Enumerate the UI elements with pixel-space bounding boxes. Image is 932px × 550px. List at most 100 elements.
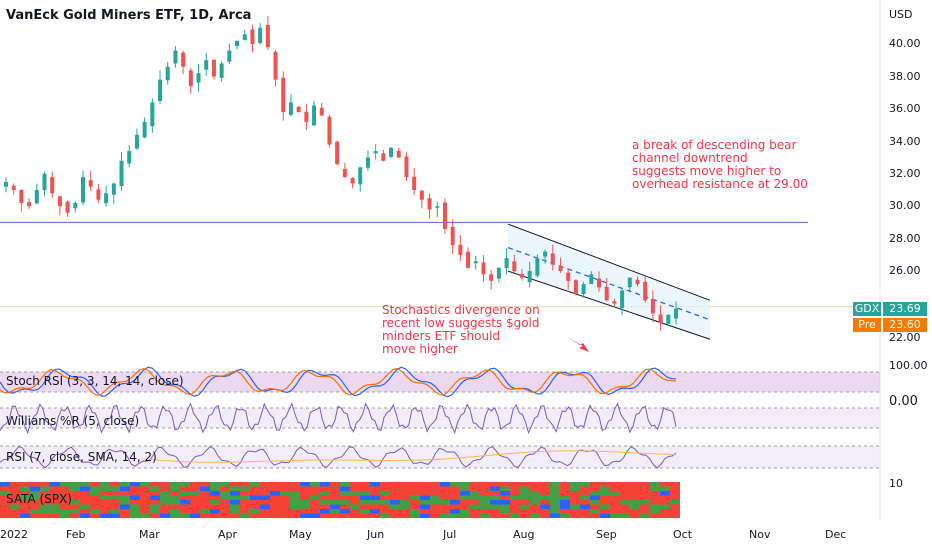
candle-body — [658, 314, 663, 324]
sata-cell — [110, 509, 120, 514]
sata-cell — [350, 500, 360, 505]
sata-cell — [410, 495, 420, 500]
rsi-label[interactable]: RSI (7, close, SMA, 14, 2) — [6, 450, 157, 464]
sata-cell — [130, 491, 140, 496]
sata-cell — [500, 486, 510, 491]
sata-cell — [440, 504, 450, 509]
candle-body — [250, 29, 255, 44]
sata-cell — [280, 500, 290, 505]
sata-cell — [360, 482, 370, 487]
sata-label[interactable]: SATA (SPX) — [6, 492, 72, 506]
sata-cell — [120, 509, 130, 514]
sata-cell — [160, 500, 170, 505]
price-tick: 34.00 — [889, 135, 921, 148]
sata-cell — [10, 482, 20, 487]
candle-body — [650, 299, 655, 314]
sata-cell — [40, 504, 50, 509]
sata-cell — [530, 504, 540, 509]
sata-cell — [640, 513, 650, 518]
sata-cell — [370, 513, 380, 518]
sata-cell — [530, 509, 540, 514]
sata-cell — [370, 495, 380, 500]
sata-cell — [480, 486, 490, 491]
sata-cell — [590, 486, 600, 491]
sata-cell — [630, 491, 640, 496]
sata-cell — [210, 513, 220, 518]
sata-cell — [480, 491, 490, 496]
x-label: Mar — [139, 528, 160, 541]
sata-cell — [570, 482, 580, 487]
x-label: Oct — [673, 528, 693, 541]
sata-cell — [230, 495, 240, 500]
sata-cell — [670, 482, 680, 487]
sata-cell — [530, 500, 540, 505]
sata-cell — [10, 500, 20, 505]
sata-cell — [350, 482, 360, 487]
sata-cell — [620, 491, 630, 496]
sata-cell — [300, 491, 310, 496]
sata-cell — [120, 500, 130, 505]
sata-cell — [30, 482, 40, 487]
sata-cell — [470, 495, 480, 500]
sata-cell — [310, 509, 320, 514]
sata-cell — [630, 513, 640, 518]
sata-cell — [10, 486, 20, 491]
sata-cell — [470, 491, 480, 496]
sata-cell — [450, 482, 460, 487]
sata-cell — [340, 491, 350, 496]
sata-cell — [280, 486, 290, 491]
sata-cell — [320, 491, 330, 496]
sata-cell — [240, 495, 250, 500]
gdx-badge-label: GDX — [853, 302, 881, 316]
williams-label[interactable]: Williams %R (5, close) — [6, 414, 140, 428]
candle-body — [104, 193, 109, 204]
stoch-rsi-label[interactable]: Stoch RSI (3, 3, 14, 14, close) — [6, 374, 184, 388]
sata-cell — [420, 509, 430, 514]
sata-cell — [220, 509, 230, 514]
sata-cell — [340, 500, 350, 505]
sata-cell — [80, 482, 90, 487]
sata-cell — [140, 504, 150, 509]
sata-cell — [540, 486, 550, 491]
sata-cell — [540, 509, 550, 514]
sata-cell — [330, 513, 340, 518]
sata-cell — [510, 504, 520, 509]
candle-body — [127, 151, 132, 164]
sata-cell — [550, 482, 560, 487]
candle-body — [88, 180, 93, 187]
sata-cell — [80, 500, 90, 505]
sata-cell — [170, 500, 180, 505]
sata-cell — [190, 491, 200, 496]
sata-cell — [470, 504, 480, 509]
price-tick: 32.00 — [889, 167, 921, 180]
sata-cell — [440, 495, 450, 500]
sata-cell — [670, 504, 680, 509]
sata-cell — [220, 486, 230, 491]
sata-cell — [20, 486, 30, 491]
sata-cell — [390, 500, 400, 505]
sata-cell — [570, 491, 580, 496]
sata-cell — [520, 500, 530, 505]
sata-cell — [170, 504, 180, 509]
sata-cell — [290, 486, 300, 491]
candle-body — [466, 251, 471, 268]
sata-cell — [500, 500, 510, 505]
sata-cell — [280, 504, 290, 509]
sata-cell — [370, 504, 380, 509]
sata-cell — [190, 513, 200, 518]
x-label: Sep — [596, 528, 617, 541]
sata-cell — [570, 513, 580, 518]
sata-cell — [550, 513, 560, 518]
sata-cell — [60, 504, 70, 509]
sata-cell — [260, 482, 270, 487]
sata-cell — [620, 500, 630, 505]
sata-cell — [180, 495, 190, 500]
sata-cell — [20, 500, 30, 505]
sata-cell — [300, 500, 310, 505]
sata-cell — [410, 513, 420, 518]
pre-badge-value: 23.60 — [883, 318, 927, 332]
sata-cell — [590, 504, 600, 509]
sata-cell — [520, 513, 530, 518]
candle-body — [596, 278, 601, 288]
sata-cell — [460, 491, 470, 496]
